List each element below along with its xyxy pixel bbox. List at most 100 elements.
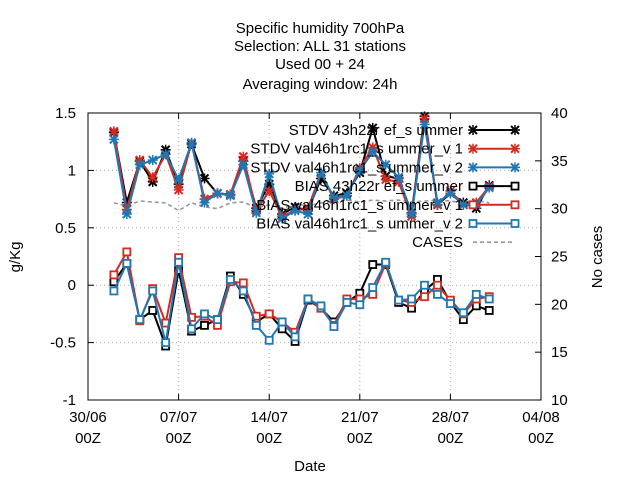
data-point-2-2 — [134, 159, 145, 170]
data-point-1-12 — [264, 186, 275, 197]
title-line-4: Averaging window: 24h — [243, 76, 398, 93]
data-point-0-7 — [199, 173, 210, 184]
y2-tick-label: 40 — [551, 105, 568, 122]
y2-tick-label: 30 — [551, 201, 568, 218]
data-point-2-29 — [484, 182, 495, 193]
data-point-5-12 — [264, 335, 274, 345]
title-line-3: Used 00 + 24 — [275, 56, 365, 73]
data-point-2-5 — [173, 174, 184, 185]
legend-label-5: BIAS val46h1rc1_s ummer_v 2 — [256, 216, 463, 233]
legend-label-2: STDV val46h1rc1_s ummer_v 2 — [250, 159, 463, 176]
data-point-5-24 — [420, 280, 429, 290]
legend-label-3: BIAS 43h22r ef_s ummer — [295, 178, 463, 195]
data-point-5-22 — [394, 295, 404, 305]
series-line-6 — [113, 199, 490, 212]
data-point-5-14 — [290, 332, 300, 342]
x-tick-label-date: 28/07 — [432, 409, 470, 426]
data-point-2-22 — [393, 172, 404, 183]
series-5 — [109, 257, 494, 348]
data-point-2-26 — [445, 188, 456, 199]
title-line-1: Specific humidity 700hPa — [236, 20, 405, 37]
x-tick-label-date: 30/06 — [69, 409, 107, 426]
data-point-0-20 — [367, 122, 378, 133]
series-layer — [108, 111, 495, 351]
data-point-2-10 — [238, 159, 249, 170]
legend-marker-right-3 — [510, 181, 520, 191]
legend-marker-left-5 — [468, 219, 478, 228]
y2-axis-label: No cases — [589, 226, 606, 289]
data-point-2-21 — [380, 159, 391, 170]
x-tick-label-hour: 00Z — [75, 430, 101, 447]
y2-tick-label: 15 — [551, 344, 568, 361]
data-point-4-0 — [109, 270, 119, 280]
x-tick-label-date: 14/07 — [250, 409, 288, 426]
legend-label-0: STDV 43h22r ef_s ummer — [289, 122, 463, 139]
series-6 — [113, 199, 490, 212]
legend-marker-right-5 — [510, 219, 520, 228]
data-point-5-8 — [213, 315, 222, 325]
data-point-5-28 — [471, 289, 481, 299]
y-tick-label: -0.5 — [50, 335, 76, 352]
data-point-5-23 — [407, 294, 416, 304]
data-point-5-3 — [148, 286, 158, 296]
x-tick-label-date: 07/07 — [160, 409, 198, 426]
data-point-2-27 — [458, 199, 469, 210]
x-axis-label: Date — [294, 458, 326, 475]
data-point-2-8 — [212, 188, 223, 199]
axis-ticks: -1 -0.5 0 0.5 1 1.5 10 15 20 25 30 35 40 30/06 00Z 07/0… — [50, 105, 568, 447]
data-point-5-2 — [135, 315, 145, 325]
data-point-4-25 — [433, 280, 442, 290]
data-point-1-3 — [147, 172, 158, 183]
data-point-2-16 — [315, 167, 326, 178]
data-point-5-0 — [109, 286, 119, 296]
data-point-5-9 — [225, 275, 235, 284]
data-point-5-27 — [458, 308, 468, 318]
data-point-5-7 — [200, 309, 209, 319]
data-point-4-24 — [420, 292, 429, 302]
data-point-5-15 — [303, 294, 313, 304]
y-tick-label: 1.5 — [55, 105, 76, 122]
data-point-3-7 — [200, 320, 209, 330]
legend-marker-left-3 — [468, 181, 478, 191]
data-point-5-5 — [174, 257, 184, 267]
data-point-5-1 — [122, 258, 132, 268]
legend: STDV 43h22r ef_s ummer STDV val46h1rc1_s … — [250, 122, 520, 251]
x-tick-label-date: 04/08 — [522, 409, 560, 426]
data-point-2-13 — [277, 213, 288, 224]
data-point-2-15 — [303, 209, 314, 220]
data-point-3-29 — [484, 306, 494, 315]
data-point-5-13 — [277, 317, 287, 327]
data-point-3-3 — [148, 306, 158, 315]
data-point-1-21 — [380, 174, 391, 185]
legend-marker-left-1 — [468, 143, 478, 154]
legend-label-1: STDV val46h1rc1_s ummer_v 1 — [250, 141, 463, 158]
y2-tick-label: 35 — [551, 153, 568, 170]
data-point-3-28 — [471, 301, 481, 311]
legend-marker-right-1 — [510, 143, 520, 154]
data-point-2-3 — [147, 155, 158, 166]
legend-marker-left-0 — [468, 125, 478, 135]
data-point-2-25 — [432, 197, 443, 208]
data-point-2-0 — [108, 134, 119, 145]
data-point-5-16 — [316, 301, 326, 311]
series-line-2 — [112, 123, 491, 220]
data-point-2-7 — [199, 197, 210, 208]
data-point-2-23 — [406, 209, 417, 220]
data-point-2-6 — [186, 137, 197, 148]
data-point-2-18 — [341, 190, 352, 201]
data-point-5-21 — [381, 257, 391, 267]
data-point-5-20 — [368, 283, 378, 292]
data-point-5-26 — [445, 299, 455, 308]
y-tick-label: 0.5 — [55, 220, 76, 237]
legend-marker-right-4 — [510, 200, 520, 210]
data-point-5-17 — [329, 322, 339, 331]
data-point-3-20 — [368, 260, 378, 269]
data-point-2-4 — [160, 149, 171, 160]
x-tick-label-hour: 00Z — [437, 430, 463, 447]
x-tick-label-hour: 00Z — [166, 430, 192, 447]
data-point-5-19 — [355, 300, 365, 310]
data-point-5-11 — [251, 320, 261, 330]
data-point-2-20 — [367, 147, 378, 158]
x-tick-label-hour: 00Z — [528, 430, 554, 447]
